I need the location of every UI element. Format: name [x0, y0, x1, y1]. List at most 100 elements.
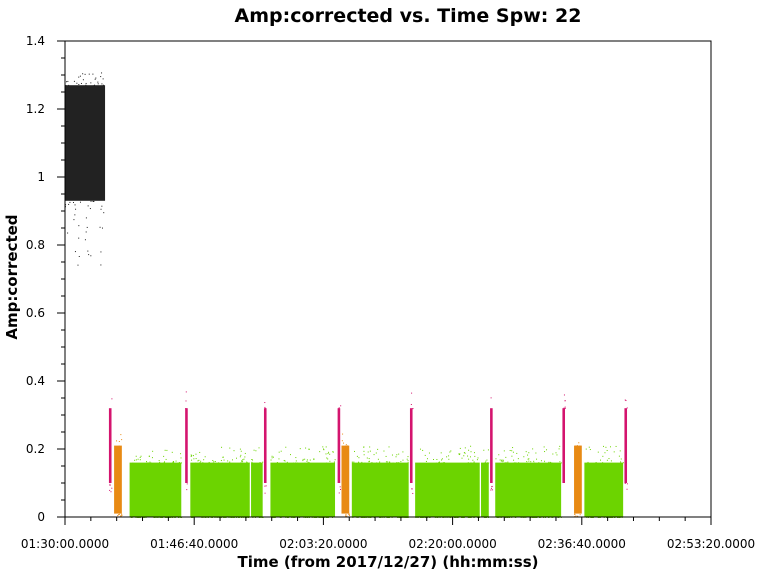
- y-tick-label: 0.8: [26, 238, 45, 252]
- orange-point: [348, 513, 350, 515]
- green-point: [229, 461, 231, 463]
- green-point: [221, 446, 223, 448]
- green-point: [440, 452, 442, 454]
- black-point: [101, 83, 103, 85]
- green-point: [325, 446, 327, 448]
- green-point: [505, 456, 507, 458]
- green-point: [231, 459, 233, 461]
- green-point: [487, 449, 489, 451]
- magenta-segment-core: [409, 408, 413, 483]
- green-point: [295, 457, 297, 459]
- green-point: [603, 445, 605, 447]
- green-point: [149, 461, 151, 463]
- orange-point: [348, 513, 350, 515]
- green-point: [195, 458, 197, 460]
- green-point: [515, 462, 517, 464]
- green-point: [438, 461, 440, 463]
- black-point: [74, 251, 76, 253]
- green-point: [422, 449, 424, 451]
- green-point: [396, 462, 398, 464]
- green-point: [306, 460, 308, 462]
- green-point: [297, 462, 299, 464]
- green-point: [525, 451, 527, 453]
- green-point: [356, 455, 358, 457]
- green-point: [406, 458, 408, 460]
- green-point: [512, 447, 514, 449]
- orange-point: [117, 514, 119, 516]
- orange-point: [580, 445, 582, 447]
- green-point: [280, 450, 282, 452]
- magenta-point: [340, 405, 342, 407]
- magenta-point: [626, 483, 628, 485]
- chart-title: Amp:corrected vs. Time Spw: 22: [235, 5, 582, 27]
- magenta-point: [491, 489, 493, 491]
- green-segment-core: [481, 462, 489, 517]
- green-point: [139, 456, 141, 458]
- magenta-segment-core: [490, 408, 493, 483]
- green-point: [615, 445, 617, 447]
- black-point: [101, 205, 103, 207]
- x-axis: 01:30:00.0000 01:46:40.0000 02:03:20.0000 0…: [21, 517, 755, 551]
- green-point: [559, 445, 561, 447]
- green-point: [229, 447, 231, 449]
- green-point: [173, 461, 175, 463]
- plot-area: [65, 72, 628, 518]
- black-point: [84, 73, 86, 75]
- green-point: [513, 459, 515, 461]
- green-point: [486, 459, 488, 461]
- green-point: [240, 450, 242, 452]
- green-point: [440, 459, 442, 461]
- green-point: [164, 449, 166, 451]
- green-point: [552, 453, 554, 455]
- magenta-point: [111, 398, 113, 400]
- green-point: [178, 462, 180, 464]
- orange-point: [118, 445, 120, 447]
- green-point: [195, 453, 197, 455]
- black-point: [67, 232, 69, 234]
- green-point: [376, 462, 378, 464]
- black-point: [79, 201, 81, 203]
- magenta-point: [109, 489, 111, 491]
- green-point: [227, 460, 229, 462]
- orange-point: [579, 445, 581, 447]
- black-point: [67, 80, 69, 82]
- magenta-point: [111, 487, 113, 489]
- green-point: [513, 462, 515, 464]
- green-point: [620, 458, 622, 460]
- green-point: [439, 461, 441, 463]
- green-point: [363, 446, 365, 448]
- magenta-point: [264, 402, 266, 404]
- green-point: [503, 450, 505, 452]
- black-point: [97, 81, 99, 83]
- green-point: [369, 460, 371, 462]
- black-point: [82, 79, 84, 81]
- black-point: [85, 84, 87, 86]
- orange-point: [579, 514, 581, 516]
- green-point: [588, 446, 590, 448]
- green-point: [334, 459, 336, 461]
- green-point: [252, 459, 254, 461]
- green-point: [366, 457, 368, 459]
- black-point: [97, 83, 99, 85]
- black-point: [100, 208, 102, 210]
- green-point: [218, 462, 220, 464]
- orange-point: [348, 514, 350, 516]
- green-point: [450, 450, 452, 452]
- x-tick-label: 01:30:00.0000: [21, 537, 109, 551]
- green-point: [246, 462, 248, 464]
- magenta-point: [264, 492, 266, 494]
- green-segment-7: [481, 449, 490, 518]
- green-point: [333, 461, 335, 463]
- green-point: [463, 455, 465, 457]
- green-point: [610, 460, 612, 462]
- green-point: [483, 449, 485, 451]
- green-point: [242, 460, 244, 462]
- green-point: [442, 462, 444, 464]
- green-point: [540, 460, 542, 462]
- green-point: [530, 461, 532, 463]
- black-point: [92, 73, 94, 75]
- green-segment-4: [270, 446, 336, 518]
- green-point: [444, 462, 446, 464]
- magenta-segment-2: [185, 391, 188, 491]
- green-point: [147, 462, 149, 464]
